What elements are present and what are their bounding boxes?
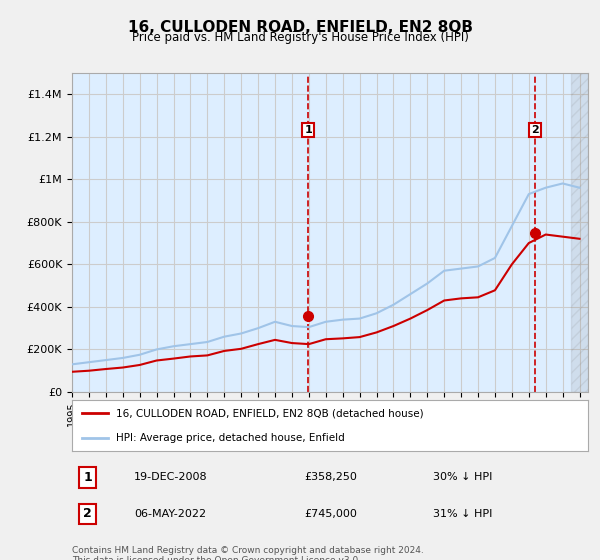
Text: 06-MAY-2022: 06-MAY-2022 [134, 509, 206, 519]
Text: £745,000: £745,000 [304, 509, 357, 519]
Text: Contains HM Land Registry data © Crown copyright and database right 2024.
This d: Contains HM Land Registry data © Crown c… [72, 546, 424, 560]
Text: 19-DEC-2008: 19-DEC-2008 [134, 473, 208, 482]
Text: 16, CULLODEN ROAD, ENFIELD, EN2 8QB (detached house): 16, CULLODEN ROAD, ENFIELD, EN2 8QB (det… [116, 408, 424, 418]
Text: £358,250: £358,250 [304, 473, 357, 482]
Text: 2: 2 [531, 125, 539, 136]
Text: 31% ↓ HPI: 31% ↓ HPI [433, 509, 493, 519]
Text: 30% ↓ HPI: 30% ↓ HPI [433, 473, 493, 482]
Text: Price paid vs. HM Land Registry's House Price Index (HPI): Price paid vs. HM Land Registry's House … [131, 31, 469, 44]
Text: HPI: Average price, detached house, Enfield: HPI: Average price, detached house, Enfi… [116, 433, 344, 443]
Text: 16, CULLODEN ROAD, ENFIELD, EN2 8QB: 16, CULLODEN ROAD, ENFIELD, EN2 8QB [128, 20, 473, 35]
Text: 1: 1 [83, 471, 92, 484]
Text: 1: 1 [304, 125, 312, 136]
Text: 2: 2 [83, 507, 92, 520]
